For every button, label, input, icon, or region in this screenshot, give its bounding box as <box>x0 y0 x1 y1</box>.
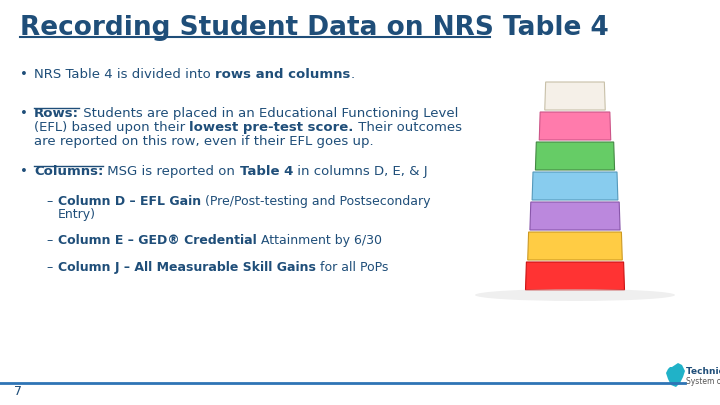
Text: Students are placed in an Educational Functioning Level: Students are placed in an Educational Fu… <box>79 107 459 120</box>
Text: Column D – EFL Gain: Column D – EFL Gain <box>58 195 201 208</box>
Polygon shape <box>532 172 618 200</box>
Text: are reported on this row, even if their EFL goes up.: are reported on this row, even if their … <box>34 135 374 148</box>
Text: –: – <box>46 234 53 247</box>
Text: Rows:: Rows: <box>34 107 79 120</box>
Text: Entry): Entry) <box>58 208 96 221</box>
Text: Attainment by 6/30: Attainment by 6/30 <box>257 234 382 247</box>
Text: .: . <box>351 68 354 81</box>
Text: Columns:: Columns: <box>34 165 104 178</box>
Text: •: • <box>20 107 28 120</box>
Text: Table 4: Table 4 <box>240 165 293 178</box>
Polygon shape <box>539 112 611 140</box>
Text: 7: 7 <box>14 385 22 398</box>
Text: Technical College: Technical College <box>686 367 720 376</box>
Text: System of Georgia: System of Georgia <box>686 377 720 386</box>
Text: rows and columns: rows and columns <box>215 68 351 81</box>
Text: for all PoPs: for all PoPs <box>316 261 388 274</box>
Text: lowest pre-test score.: lowest pre-test score. <box>189 121 354 134</box>
Text: (EFL) based upon their: (EFL) based upon their <box>34 121 189 134</box>
Polygon shape <box>666 363 685 387</box>
Text: in columns D, E, & J: in columns D, E, & J <box>293 165 428 178</box>
Polygon shape <box>530 202 620 230</box>
Text: Column J – All Measurable Skill Gains: Column J – All Measurable Skill Gains <box>58 261 316 274</box>
Text: –: – <box>46 195 53 208</box>
Text: (Pre/Post-testing and Postsecondary: (Pre/Post-testing and Postsecondary <box>201 195 431 208</box>
Text: Recording Student Data on NRS Table 4: Recording Student Data on NRS Table 4 <box>20 15 608 41</box>
Text: MSG is reported on: MSG is reported on <box>104 165 240 178</box>
Polygon shape <box>528 232 622 260</box>
Text: •: • <box>20 165 28 178</box>
Ellipse shape <box>475 289 675 301</box>
Text: Their outcomes: Their outcomes <box>354 121 462 134</box>
Text: •: • <box>20 68 28 81</box>
Polygon shape <box>526 262 624 290</box>
Polygon shape <box>545 82 606 110</box>
Polygon shape <box>536 142 615 170</box>
Text: Column E – GED® Credential: Column E – GED® Credential <box>58 234 257 247</box>
Text: NRS Table 4 is divided into: NRS Table 4 is divided into <box>34 68 215 81</box>
Text: –: – <box>46 261 53 274</box>
